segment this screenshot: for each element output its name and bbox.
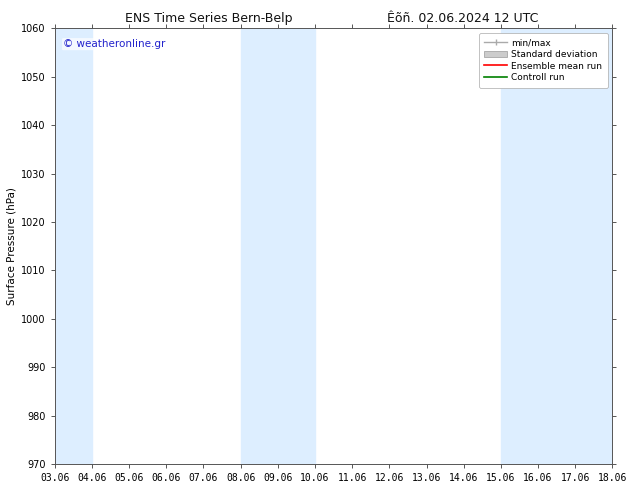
Text: © weatheronline.gr: © weatheronline.gr [63, 39, 165, 49]
Y-axis label: Surface Pressure (hPa): Surface Pressure (hPa) [7, 187, 17, 305]
Text: Êõñ. 02.06.2024 12 UTC: Êõñ. 02.06.2024 12 UTC [387, 12, 538, 25]
Legend: min/max, Standard deviation, Ensemble mean run, Controll run: min/max, Standard deviation, Ensemble me… [479, 33, 608, 88]
Bar [241, 28, 315, 464]
Bar [501, 28, 612, 464]
Bar [55, 28, 92, 464]
Text: ENS Time Series Bern-Belp: ENS Time Series Bern-Belp [126, 12, 293, 25]
